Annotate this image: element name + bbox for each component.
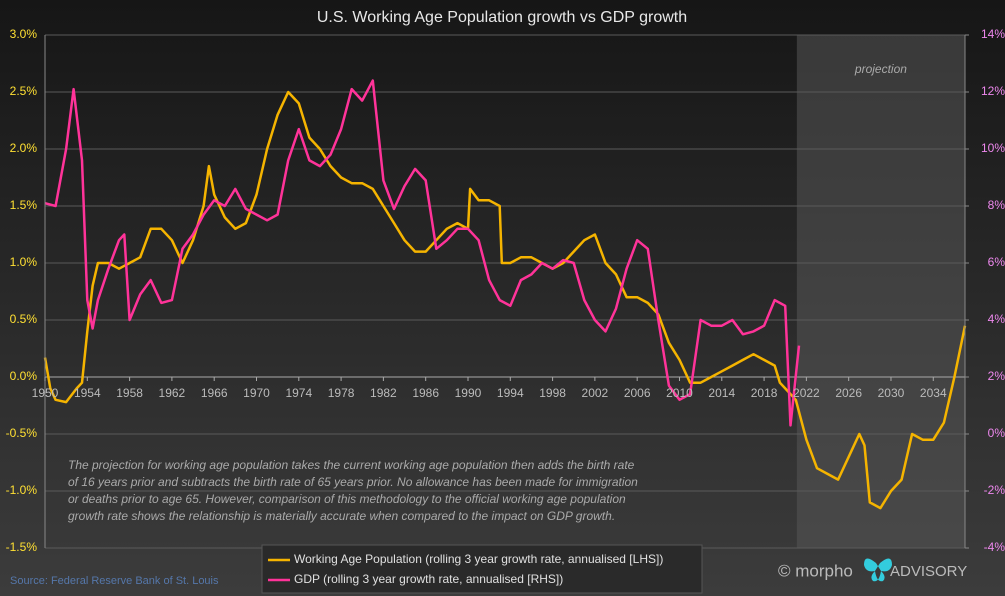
x-tick-label: 1958: [116, 386, 143, 400]
legend-label: Working Age Population (rolling 3 year g…: [294, 552, 663, 566]
x-tick-label: 2018: [751, 386, 778, 400]
x-tick-label: 2014: [708, 386, 735, 400]
x-tick-label: 1962: [159, 386, 186, 400]
legend-box: [261, 544, 703, 594]
x-tick-label: 2030: [878, 386, 905, 400]
y2-tick-label: 4%: [988, 312, 1005, 326]
x-tick-label: 1978: [328, 386, 355, 400]
y-tick-label: 3.0%: [10, 27, 38, 41]
y2-tick-label: 10%: [981, 141, 1005, 155]
y-tick-label: 0.5%: [10, 312, 38, 326]
chart-title: U.S. Working Age Population growth vs GD…: [317, 9, 687, 26]
y-tick-label: -1.0%: [6, 483, 38, 497]
y2-tick-label: 0%: [988, 426, 1005, 440]
y-tick-label: -1.5%: [6, 540, 38, 554]
y-tick-label: 2.5%: [10, 84, 38, 98]
y2-tick-label: 2%: [988, 369, 1005, 383]
y2-tick-label: -2%: [984, 483, 1005, 497]
x-tick-label: 2006: [624, 386, 651, 400]
x-tick-label: 1950: [32, 386, 59, 400]
annotation: of 16 years prior and subtracts the birt…: [68, 475, 638, 489]
x-tick-label: 2034: [920, 386, 947, 400]
projection-label: projection: [854, 62, 907, 76]
source: Source: Federal Reserve Bank of St. Loui…: [10, 575, 219, 587]
x-tick-label: 1954: [74, 386, 101, 400]
x-tick-label: 1982: [370, 386, 397, 400]
legend-label: GDP (rolling 3 year growth rate, annuali…: [294, 572, 563, 586]
annotation: The projection for working age populatio…: [68, 458, 635, 472]
x-tick-label: 1986: [412, 386, 439, 400]
x-tick-label: 1990: [455, 386, 482, 400]
data-line: [44, 79, 801, 427]
annotation: or deaths prior to age 65. However, comp…: [68, 492, 626, 506]
annotation: growth rate shows the relationship is ma…: [68, 509, 615, 523]
y-tick-label: 2.0%: [10, 141, 38, 155]
y-tick-label: -0.5%: [6, 426, 38, 440]
logo-text: ADVISORY: [890, 563, 967, 580]
x-tick-label: 2022: [793, 386, 820, 400]
x-tick-label: 1998: [539, 386, 566, 400]
y2-tick-label: 12%: [981, 84, 1005, 98]
x-tick-label: 2010: [666, 386, 693, 400]
x-tick-label: 2026: [835, 386, 862, 400]
y2-tick-label: 6%: [988, 255, 1005, 269]
y-tick-label: 1.0%: [10, 255, 38, 269]
logo-icon: [864, 558, 892, 582]
y-tick-label: 1.5%: [10, 198, 38, 212]
y2-tick-label: -4%: [984, 540, 1005, 554]
x-tick-label: 2002: [582, 386, 609, 400]
x-tick-label: 1994: [497, 386, 524, 400]
y-tick-label: 0.0%: [10, 369, 38, 383]
x-tick-label: 1966: [201, 386, 228, 400]
x-tick-label: 1974: [285, 386, 312, 400]
x-tick-label: 1970: [243, 386, 270, 400]
projection-band: [796, 35, 965, 548]
y2-tick-label: 14%: [981, 27, 1005, 41]
y2-tick-label: 8%: [988, 198, 1005, 212]
logo: © morpho: [778, 561, 853, 580]
